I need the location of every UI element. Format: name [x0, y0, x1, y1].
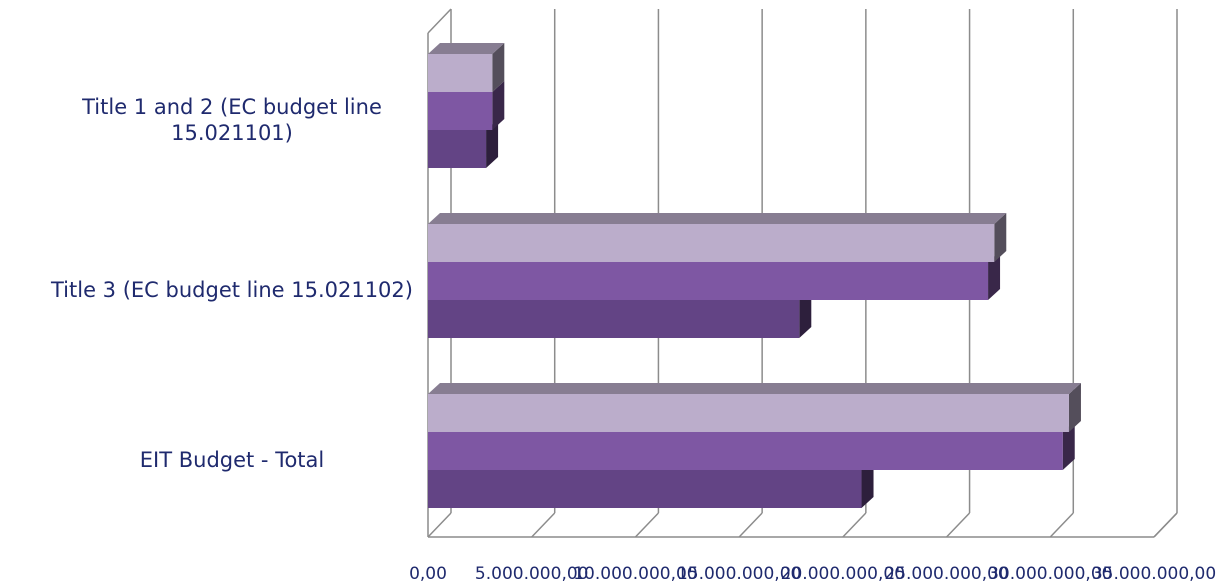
bar-front: [428, 394, 1069, 432]
bar-front: [428, 224, 995, 262]
x-tick-label: 25.000.000,00: [884, 564, 1008, 584]
bar-front: [428, 262, 989, 300]
bars: [428, 43, 1081, 508]
bar-side: [492, 43, 505, 92]
bar-side: [994, 213, 1007, 262]
bar: [428, 43, 505, 92]
x-tick-label: 30.000.000,00: [988, 564, 1112, 584]
bar-side: [492, 81, 505, 130]
x-tick-label: 20.000.000,00: [781, 564, 905, 584]
category-label: Title 1 and 2 (EC budget line: [81, 95, 382, 119]
bar: [428, 289, 812, 338]
wall-edge: [427, 8, 452, 34]
bar-top: [428, 383, 1081, 394]
bar: [428, 213, 1007, 262]
floor-line: [946, 512, 971, 538]
bar-front: [428, 130, 487, 168]
x-tick-label: 35.000.000,00: [1092, 564, 1216, 584]
bar-side: [1068, 383, 1081, 432]
bar: [428, 119, 499, 168]
category-label: EIT Budget - Total: [140, 448, 324, 472]
labels: 0,00 5.000.000,0010.000.000,0015.000.000,…: [50, 95, 1216, 584]
bar-front: [428, 470, 862, 508]
floor-line: [634, 512, 659, 538]
floor-line: [1049, 512, 1074, 538]
bar-side: [1062, 421, 1075, 470]
bar: [428, 251, 1001, 300]
bar: [428, 421, 1075, 470]
x-tick-label: 0,00: [409, 564, 447, 584]
x-tick-label: 15.000.000,00: [677, 564, 801, 584]
bar-front: [428, 300, 800, 338]
bar-top: [428, 213, 1007, 224]
bar: [428, 383, 1081, 432]
bar-side: [799, 289, 812, 338]
category-label: 15.021101): [171, 121, 293, 145]
floor-line: [842, 512, 867, 538]
floor-edge: [1153, 512, 1178, 538]
bar-side: [861, 459, 874, 508]
x-tick-label: 5.000.000,00: [475, 564, 589, 584]
bar-front: [428, 54, 493, 92]
floor-line: [427, 512, 452, 538]
floor-line: [531, 512, 556, 538]
bar-front: [428, 432, 1063, 470]
bar: [428, 459, 874, 508]
x-tick-label: 10.000.000,00: [573, 564, 697, 584]
bar-front: [428, 92, 493, 130]
bar: [428, 81, 505, 130]
bar-side: [486, 119, 499, 168]
bar-side: [988, 251, 1001, 300]
bar-top: [428, 43, 505, 54]
category-label: Title 3 (EC budget line 15.021102): [50, 278, 413, 302]
floor-line: [738, 512, 763, 538]
